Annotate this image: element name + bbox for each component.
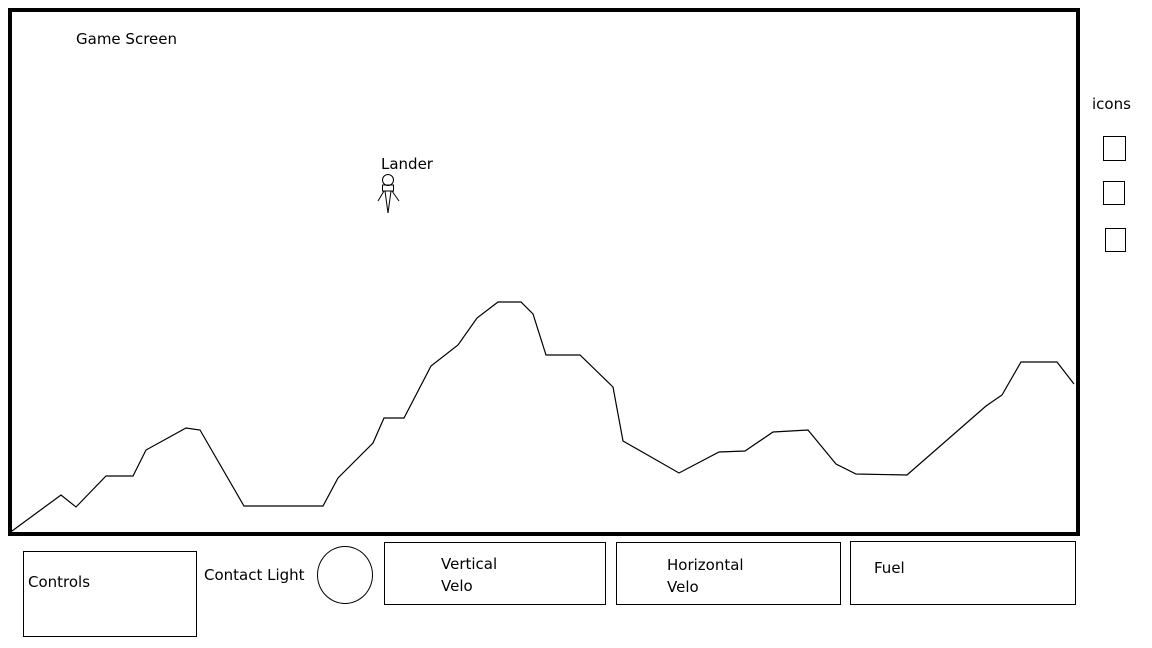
contact-light-indicator	[317, 546, 373, 604]
lander-label: Lander	[381, 155, 433, 173]
vertical-velocity-panel: Vertical Velo	[384, 542, 606, 605]
icons-label: icons	[1092, 95, 1131, 113]
icon-slot-1[interactable]	[1103, 136, 1126, 161]
icon-slot-3[interactable]	[1105, 228, 1126, 252]
game-screen[interactable]	[8, 8, 1080, 536]
game-screen-label: Game Screen	[76, 30, 177, 48]
horizontal-velocity-label: Horizontal Velo	[667, 556, 744, 596]
contact-light-label: Contact Light	[204, 566, 305, 584]
horizontal-velocity-panel: Horizontal Velo	[616, 542, 841, 605]
fuel-panel: Fuel	[850, 541, 1076, 605]
fuel-label: Fuel	[874, 559, 905, 577]
controls-panel[interactable]: Controls	[23, 551, 197, 637]
icon-slot-2[interactable]	[1103, 181, 1125, 205]
controls-label: Controls	[28, 573, 91, 591]
vertical-velocity-label: Vertical Velo	[441, 555, 498, 595]
